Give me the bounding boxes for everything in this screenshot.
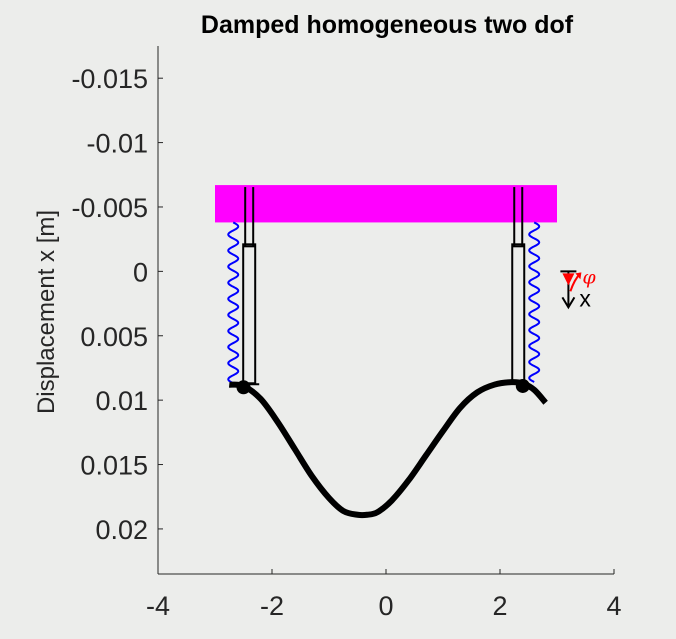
beam-curve xyxy=(228,379,548,519)
chart-title: Damped homogeneous two dof xyxy=(201,11,574,39)
damper-cylinder xyxy=(242,243,257,385)
beam-joint-left xyxy=(236,380,251,395)
y-tick-label: 0.015 xyxy=(80,451,148,481)
cs-phi-marker xyxy=(562,273,575,286)
x-tick-label: -4 xyxy=(146,591,170,621)
y-tick-label: 0.01 xyxy=(95,386,148,416)
x-tick-label: -2 xyxy=(260,591,284,621)
y-tick-label: -0.01 xyxy=(86,129,148,159)
y-tick-label: -0.005 xyxy=(71,193,148,223)
axes: -4 -2 0 2 4 -0.015 -0.01 -0.005 0 0.005 0.01 0.015 0… xyxy=(71,46,622,621)
cs-x-arrowhead xyxy=(561,296,576,310)
y-axis-label: Displacement x [m] xyxy=(33,210,60,414)
cs-phi-label: φ xyxy=(582,266,596,288)
cs-x-label: x xyxy=(579,285,591,311)
y-tick-label: 0.005 xyxy=(80,322,148,352)
x-tick-label: 2 xyxy=(492,591,507,621)
y-tick-label: -0.015 xyxy=(71,64,148,94)
beam-joint-right xyxy=(515,378,530,393)
y-tick-label: 0 xyxy=(133,257,148,287)
y-tick-label: 0.02 xyxy=(95,515,148,545)
spring-left xyxy=(227,221,240,385)
base-block xyxy=(215,185,557,223)
x-tick-label: 4 xyxy=(606,591,621,621)
x-tick-label: 0 xyxy=(378,591,393,621)
cs-phi-arrowhead xyxy=(575,272,582,280)
spring-right xyxy=(528,221,541,383)
damper-cylinder xyxy=(511,243,526,383)
